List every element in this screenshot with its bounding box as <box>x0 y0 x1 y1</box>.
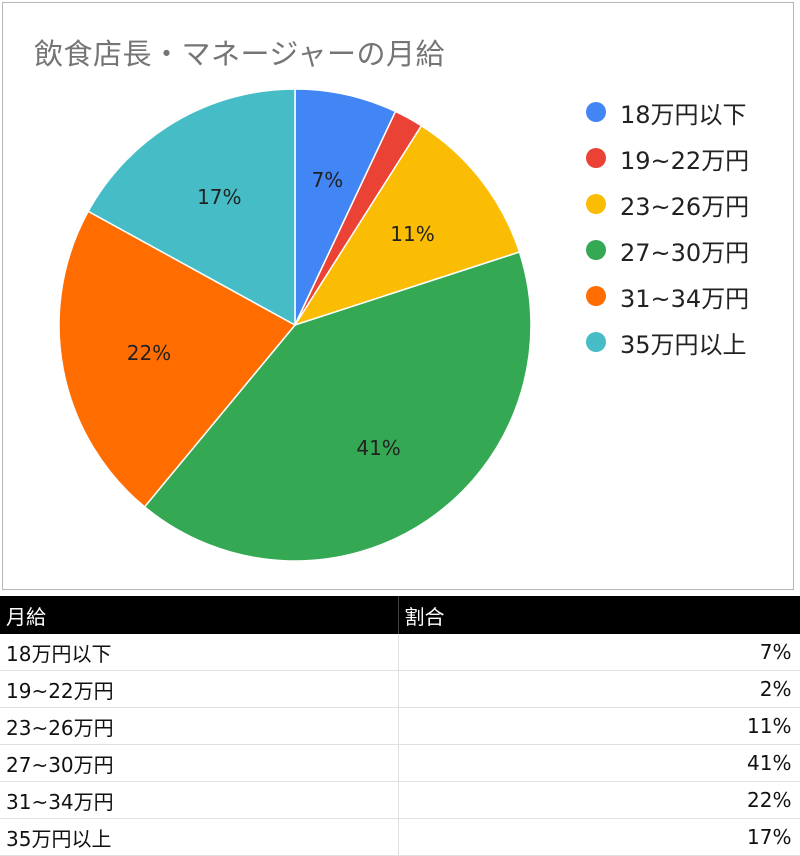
chart-frame[interactable]: 飲食店長・マネージャーの月給 7% 11% 41% 22% 17% 18万円以下 19~2… <box>2 2 794 590</box>
chart-legend: 18万円以下 19~22万円 23~26万円 27~30万円 31~34万円 35万円以上 <box>586 89 749 365</box>
slice-label: 11% <box>390 222 434 246</box>
legend-item[interactable]: 18万円以下 <box>586 89 749 135</box>
pie-slice[interactable] <box>58 210 297 508</box>
legend-label: 19~22万円 <box>620 146 750 175</box>
cell-salary[interactable]: 31~34万円 <box>0 781 399 819</box>
table-row: 27~30万円 41% <box>0 744 800 782</box>
legend-item[interactable]: 23~26万円 <box>586 181 749 227</box>
cell-salary[interactable]: 18万円以下 <box>0 634 399 671</box>
table-row: 31~34万円 22% <box>0 781 800 819</box>
legend-swatch <box>586 332 606 352</box>
slice-label: 17% <box>197 185 241 209</box>
table-header-row: 月給 割合 <box>0 596 800 634</box>
legend-item[interactable]: 31~34万円 <box>586 273 749 319</box>
legend-swatch <box>586 286 606 306</box>
table-row: 23~26万円 11% <box>0 707 800 745</box>
cell-ratio[interactable]: 41% <box>398 744 800 782</box>
legend-label: 18万円以下 <box>620 100 747 129</box>
legend-label: 31~34万円 <box>620 284 750 313</box>
table-row: 18万円以下 7% <box>0 634 800 671</box>
legend-swatch <box>586 194 606 214</box>
legend-item[interactable]: 35万円以上 <box>586 319 749 365</box>
slice-label: 7% <box>312 168 344 192</box>
header-ratio[interactable]: 割合 <box>398 596 800 634</box>
pie-slice[interactable] <box>143 251 532 562</box>
legend-item[interactable]: 27~30万円 <box>586 227 749 273</box>
cell-ratio[interactable]: 11% <box>398 707 800 745</box>
pie-slice[interactable] <box>294 88 397 326</box>
slice-label: 41% <box>356 436 400 460</box>
legend-swatch <box>586 102 606 122</box>
cell-ratio[interactable]: 2% <box>398 670 800 708</box>
pie-slice[interactable] <box>293 124 521 327</box>
cell-salary[interactable]: 35万円以上 <box>0 818 399 856</box>
cell-salary[interactable]: 23~26万円 <box>0 707 399 745</box>
legend-label: 27~30万円 <box>620 238 750 267</box>
legend-label: 23~26万円 <box>620 192 750 221</box>
pie-chart[interactable]: 7% 11% 41% 22% 17% <box>3 3 793 589</box>
table-row: 19~22万円 2% <box>0 670 800 708</box>
chart-title: 飲食店長・マネージャーの月給 <box>34 37 445 71</box>
pie-slice[interactable] <box>87 88 296 327</box>
legend-swatch <box>586 240 606 260</box>
cell-ratio[interactable]: 22% <box>398 781 800 819</box>
cell-salary[interactable]: 27~30万円 <box>0 744 399 782</box>
legend-item[interactable]: 19~22万円 <box>586 135 749 181</box>
data-table: 月給 割合 18万円以下 7% 19~22万円 2% 23~26万円 11% 2… <box>0 596 800 856</box>
header-salary[interactable]: 月給 <box>0 596 399 634</box>
legend-label: 35万円以上 <box>620 330 747 359</box>
cell-ratio[interactable]: 17% <box>398 818 800 856</box>
table-row: 35万円以上 17% <box>0 818 800 856</box>
cell-ratio[interactable]: 7% <box>398 634 800 671</box>
legend-swatch <box>586 148 606 168</box>
cell-salary[interactable]: 19~22万円 <box>0 670 399 708</box>
slice-label: 22% <box>127 341 171 365</box>
